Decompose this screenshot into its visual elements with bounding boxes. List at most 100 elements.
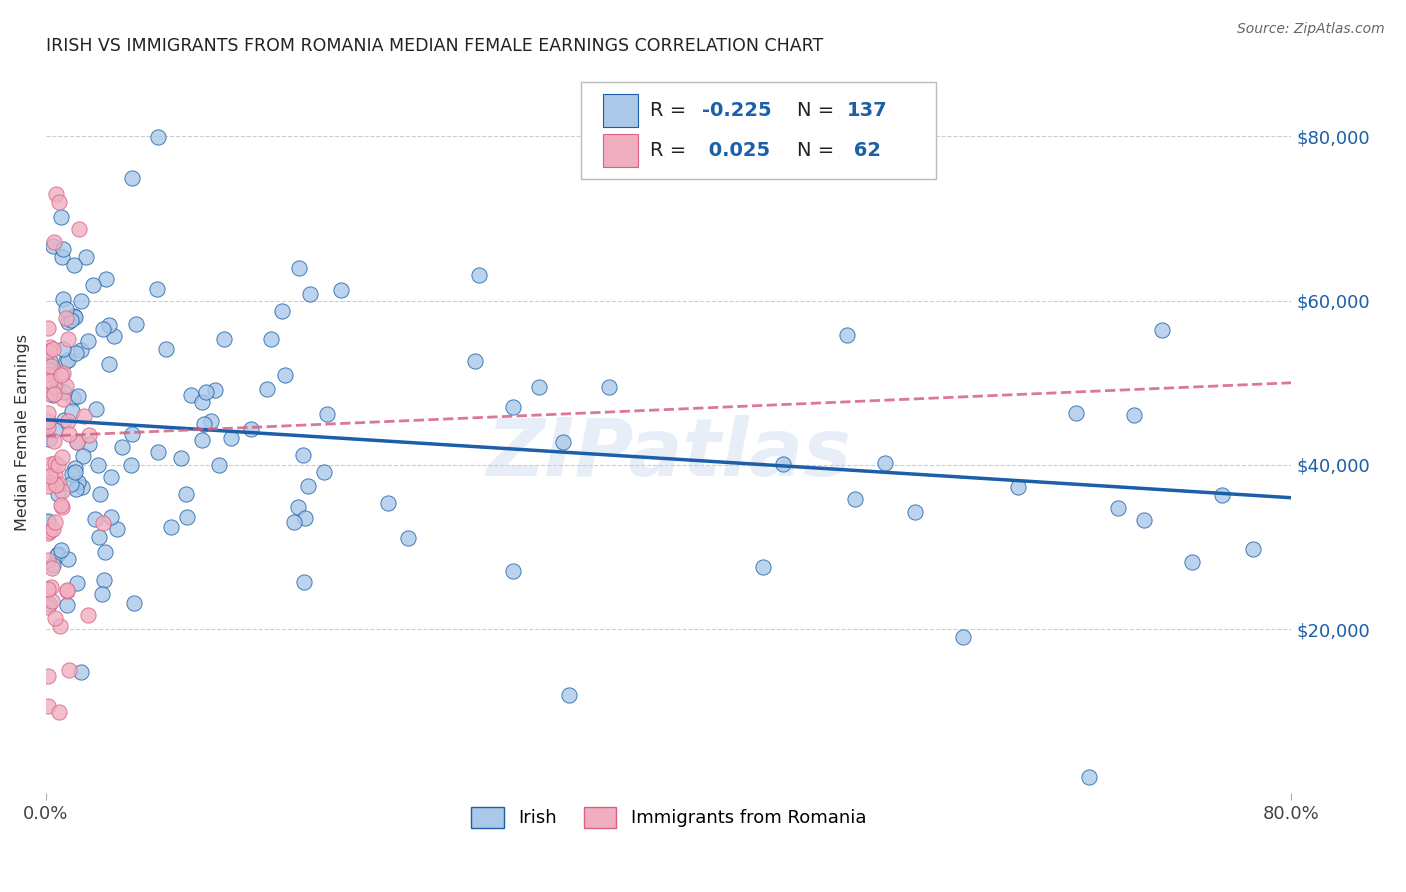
Point — [37, 669, 59, 683]
Point — [44, 423, 66, 437]
Point — [56, 352, 79, 367]
Point — [287, 261, 309, 276]
Point — [46, 382, 69, 396]
Point — [212, 332, 235, 346]
Point — [55, 354, 77, 368]
Point — [48, 487, 70, 501]
Point — [37, 406, 59, 420]
Point — [52, 392, 75, 407]
Point — [46, 547, 69, 561]
Point — [53, 385, 76, 400]
Point — [176, 510, 198, 524]
Point — [58, 426, 80, 441]
Point — [835, 327, 858, 342]
Point — [160, 520, 183, 534]
Point — [79, 428, 101, 442]
Point — [69, 665, 91, 679]
Point — [752, 560, 775, 574]
Point — [502, 401, 524, 415]
Point — [598, 380, 620, 394]
Point — [37, 582, 59, 596]
Point — [330, 283, 353, 297]
Point — [316, 407, 339, 421]
Point — [297, 479, 319, 493]
Point — [256, 382, 278, 396]
Point — [65, 346, 87, 360]
Legend: Irish, Immigrants from Romania: Irish, Immigrants from Romania — [464, 799, 873, 835]
Point — [191, 395, 214, 409]
Point — [67, 475, 90, 490]
Point — [125, 317, 148, 331]
Point — [772, 457, 794, 471]
Point — [155, 342, 177, 356]
Point — [553, 435, 575, 450]
Point — [844, 491, 866, 506]
Point — [42, 235, 65, 249]
Point — [59, 476, 82, 491]
Point — [39, 374, 62, 388]
Point — [219, 431, 242, 445]
Point — [464, 354, 486, 368]
Point — [287, 500, 309, 514]
Point — [37, 415, 59, 429]
Point — [65, 434, 87, 449]
Point — [41, 594, 63, 608]
Point — [89, 487, 111, 501]
Point — [37, 475, 59, 490]
Point — [191, 434, 214, 448]
Point — [100, 469, 122, 483]
Text: 137: 137 — [846, 101, 887, 120]
Point — [87, 530, 110, 544]
Point — [103, 329, 125, 343]
Point — [145, 282, 167, 296]
Point — [52, 292, 75, 306]
Point — [37, 698, 59, 713]
Point — [51, 483, 73, 498]
Point — [42, 558, 65, 573]
Point — [63, 309, 86, 323]
Point — [1007, 480, 1029, 494]
Point — [174, 487, 197, 501]
Point — [56, 333, 79, 347]
Point — [72, 450, 94, 464]
Point — [69, 293, 91, 308]
Point — [51, 250, 73, 264]
Point — [41, 560, 63, 574]
Point — [105, 522, 128, 536]
Point — [377, 496, 399, 510]
Point — [200, 414, 222, 428]
Point — [94, 545, 117, 559]
Point — [396, 531, 419, 545]
Point — [37, 479, 59, 493]
Point — [66, 576, 89, 591]
Point — [75, 250, 97, 264]
Point — [70, 481, 93, 495]
Point — [952, 630, 974, 644]
Text: N =: N = — [797, 141, 841, 160]
Point — [52, 342, 75, 356]
Point — [38, 363, 60, 377]
Point — [204, 383, 226, 397]
Point — [52, 242, 75, 256]
Point — [240, 422, 263, 436]
Point — [49, 499, 72, 513]
Point — [39, 340, 62, 354]
Point — [65, 482, 87, 496]
FancyBboxPatch shape — [603, 134, 637, 167]
Point — [52, 366, 75, 380]
Point — [42, 386, 65, 401]
Point — [100, 510, 122, 524]
Point — [94, 271, 117, 285]
Point — [56, 552, 79, 566]
Point — [55, 582, 77, 597]
Point — [39, 457, 62, 471]
Point — [37, 419, 59, 434]
Point — [904, 505, 927, 519]
Text: IRISH VS IMMIGRANTS FROM ROMANIA MEDIAN FEMALE EARNINGS CORRELATION CHART: IRISH VS IMMIGRANTS FROM ROMANIA MEDIAN … — [46, 37, 824, 55]
Point — [292, 575, 315, 590]
Point — [271, 304, 294, 318]
Point — [77, 334, 100, 349]
Point — [69, 343, 91, 357]
Point — [294, 511, 316, 525]
Point — [468, 268, 491, 282]
